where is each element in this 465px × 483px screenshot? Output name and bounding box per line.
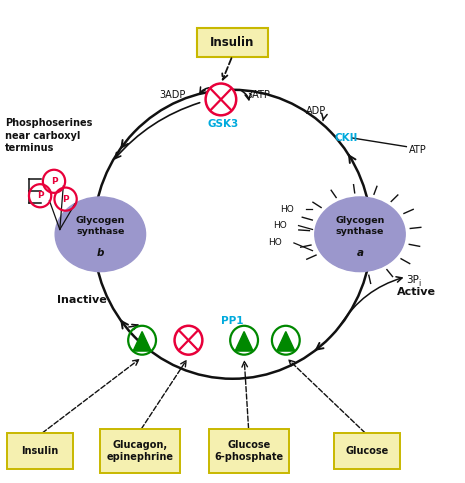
Text: Active: Active [397, 287, 436, 297]
Text: HO: HO [280, 205, 294, 214]
Text: Glucose: Glucose [345, 446, 389, 456]
Text: GSK3: GSK3 [207, 119, 239, 129]
Text: Insulin: Insulin [210, 36, 255, 49]
FancyBboxPatch shape [7, 433, 73, 469]
Text: Insulin: Insulin [21, 446, 59, 456]
Text: HO: HO [273, 221, 287, 230]
Text: P: P [62, 195, 69, 204]
Circle shape [174, 326, 202, 355]
Text: Glycogen
synthase: Glycogen synthase [76, 215, 125, 236]
Polygon shape [133, 331, 151, 351]
Text: 3P: 3P [406, 275, 419, 285]
Text: 3ATP: 3ATP [246, 90, 270, 99]
Text: Glucagon,
epinephrine: Glucagon, epinephrine [106, 440, 173, 462]
Text: P: P [51, 177, 57, 186]
Text: HO: HO [269, 239, 282, 247]
FancyBboxPatch shape [197, 28, 268, 57]
FancyBboxPatch shape [334, 433, 400, 469]
Text: Glycogen
synthase: Glycogen synthase [335, 215, 385, 236]
Circle shape [206, 84, 236, 115]
Text: PP1: PP1 [221, 316, 244, 326]
Text: Phosphoserines
near carboxyl
terminus: Phosphoserines near carboxyl terminus [5, 118, 93, 153]
Polygon shape [277, 331, 295, 351]
Text: ADP: ADP [306, 106, 326, 116]
FancyBboxPatch shape [209, 429, 289, 473]
Text: P: P [37, 191, 43, 200]
Polygon shape [235, 331, 253, 351]
Text: a: a [357, 248, 364, 257]
Text: 3ADP: 3ADP [160, 90, 186, 99]
FancyBboxPatch shape [100, 429, 180, 473]
Text: CKII: CKII [334, 133, 358, 143]
Text: ATP: ATP [409, 145, 427, 155]
Text: i: i [418, 279, 420, 288]
Text: Inactive: Inactive [57, 295, 106, 305]
Text: b: b [97, 248, 104, 257]
Ellipse shape [315, 197, 405, 271]
Text: Glucose
6-phosphate: Glucose 6-phosphate [214, 440, 283, 462]
Ellipse shape [55, 197, 146, 271]
